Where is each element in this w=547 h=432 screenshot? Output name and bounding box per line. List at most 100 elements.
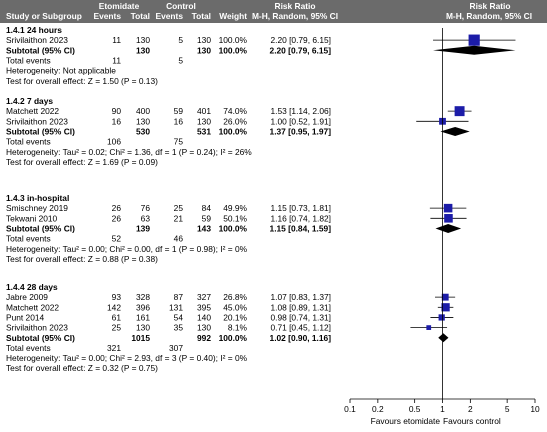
study-total-etomidate: 400	[136, 106, 150, 116]
subgroup-title: 1.4.1 24 hours	[6, 25, 62, 35]
header-weight: Weight	[219, 11, 247, 21]
study-total-etomidate: 130	[136, 35, 150, 45]
study-weight: 26.8%	[223, 292, 247, 302]
study-name: Matchett 2022	[6, 302, 59, 312]
subtotal-total-control: 992	[197, 333, 211, 343]
heterogeneity-text: Heterogeneity: Not applicable	[6, 66, 116, 76]
subtotal-weight: 100.0%	[219, 333, 248, 343]
heterogeneity-text: Heterogeneity: Tau² = 0.00; Chi² = 2.93,…	[6, 353, 248, 363]
study-events-control: 131	[169, 302, 183, 312]
study-weight: 49.9%	[223, 203, 247, 213]
total-events-etomidate: 52	[112, 234, 122, 244]
study-name: Matchett 2022	[6, 106, 59, 116]
total-events-label: Total events	[6, 137, 51, 147]
study-name: Tekwani 2010	[6, 213, 58, 223]
study-weight: 74.0%	[223, 106, 247, 116]
subtotal-total-etomidate: 1015	[131, 333, 150, 343]
study-weight: 100.0%	[219, 35, 248, 45]
header-rr-method-left: M-H, Random, 95% CI	[252, 11, 338, 21]
study-name: Srivilaithon 2023	[6, 35, 68, 45]
study-total-etomidate: 130	[136, 116, 150, 126]
study-name: Jabre 2009	[6, 292, 48, 302]
study-events-control: 25	[174, 203, 184, 213]
header-total-1: Total	[131, 11, 150, 21]
overall-effect-test: Test for overall effect: Z = 0.32 (P = 0…	[6, 363, 158, 373]
study-weight: 50.1%	[223, 213, 247, 223]
study-total-control: 140	[197, 312, 211, 322]
study-total-control: 130	[197, 116, 211, 126]
study-marker	[444, 214, 453, 223]
subtotal-diamond	[435, 223, 462, 233]
study-weight: 20.1%	[223, 312, 247, 322]
subtotal-total-etomidate: 530	[136, 126, 150, 136]
study-risk-ratio-ci: 0.98 [0.74, 1.31]	[270, 312, 331, 322]
total-events-control: 46	[174, 234, 184, 244]
subtotal-weight: 100.0%	[219, 126, 248, 136]
total-events-control: 75	[174, 137, 184, 147]
header-rr-method-right: M-H, Random, 95% CI	[446, 11, 532, 21]
study-weight: 8.1%	[228, 323, 248, 333]
header-group1: Etomidate	[99, 1, 140, 11]
study-events-etomidate: 16	[112, 116, 122, 126]
total-events-label: Total events	[6, 343, 51, 353]
study-risk-ratio-ci: 1.00 [0.52, 1.91]	[270, 116, 331, 126]
favours-left-label: Favours etomidate	[371, 416, 441, 426]
subtotal-total-control: 531	[197, 126, 211, 136]
subtotal-label: Subtotal (95% CI)	[6, 126, 75, 136]
header-events-1: Events	[94, 11, 122, 21]
study-total-control: 59	[202, 213, 212, 223]
total-events-etomidate: 321	[107, 343, 121, 353]
study-marker	[443, 203, 453, 213]
subtotal-total-etomidate: 130	[136, 45, 150, 55]
study-total-etomidate: 76	[141, 203, 151, 213]
x-tick-label: 0.1	[344, 404, 356, 414]
study-total-control: 84	[202, 203, 212, 213]
subtotal-risk-ratio-ci: 1.15 [0.84, 1.59]	[270, 223, 332, 233]
study-total-control: 327	[197, 292, 211, 302]
study-name: Srivilaithon 2023	[6, 116, 68, 126]
x-axis: 0.1 0.2 0.5 1 2 5 10	[344, 398, 540, 414]
x-tick-label: 5	[505, 404, 510, 414]
study-events-etomidate: 90	[112, 106, 122, 116]
study-total-etomidate: 63	[141, 213, 151, 223]
study-events-control: 5	[178, 35, 183, 45]
header-events-2: Events	[156, 11, 184, 21]
study-risk-ratio-ci: 1.16 [0.74, 1.82]	[270, 213, 331, 223]
study-events-etomidate: 26	[112, 203, 122, 213]
study-marker	[468, 34, 480, 46]
header-total-2: Total	[192, 11, 211, 21]
subtotal-risk-ratio-ci: 2.20 [0.79, 6.15]	[270, 45, 332, 55]
study-total-etomidate: 130	[136, 323, 150, 333]
total-events-etomidate: 11	[112, 55, 121, 65]
study-events-etomidate: 11	[112, 35, 121, 45]
subtotal-label: Subtotal (95% CI)	[6, 333, 75, 343]
subtotal-risk-ratio-ci: 1.37 [0.95, 1.97]	[270, 126, 332, 136]
subtotal-diamond	[440, 126, 470, 136]
total-events-control: 307	[169, 343, 183, 353]
study-total-control: 130	[197, 35, 211, 45]
study-total-etomidate: 161	[136, 312, 150, 322]
total-events-control: 5	[178, 55, 183, 65]
study-events-etomidate: 26	[112, 213, 122, 223]
study-risk-ratio-ci: 1.15 [0.73, 1.81]	[270, 203, 331, 213]
study-events-control: 54	[174, 312, 184, 322]
study-name: Srivilaithon 2023	[6, 323, 68, 333]
study-events-control: 21	[174, 213, 184, 223]
total-events-etomidate: 106	[107, 137, 121, 147]
header-rr-title-right: Risk Ratio	[470, 1, 511, 11]
x-tick-label: 2	[468, 404, 473, 414]
study-total-control: 130	[197, 323, 211, 333]
study-marker	[441, 303, 450, 312]
subtotal-total-control: 143	[197, 223, 211, 233]
heterogeneity-text: Heterogeneity: Tau² = 0.00; Chi² = 0.00,…	[6, 244, 248, 254]
study-name: Punt 2014	[6, 312, 45, 322]
header-background	[0, 0, 547, 23]
study-total-etomidate: 396	[136, 302, 150, 312]
x-tick-label: 0.5	[409, 404, 421, 414]
study-risk-ratio-ci: 1.07 [0.83, 1.37]	[270, 292, 331, 302]
